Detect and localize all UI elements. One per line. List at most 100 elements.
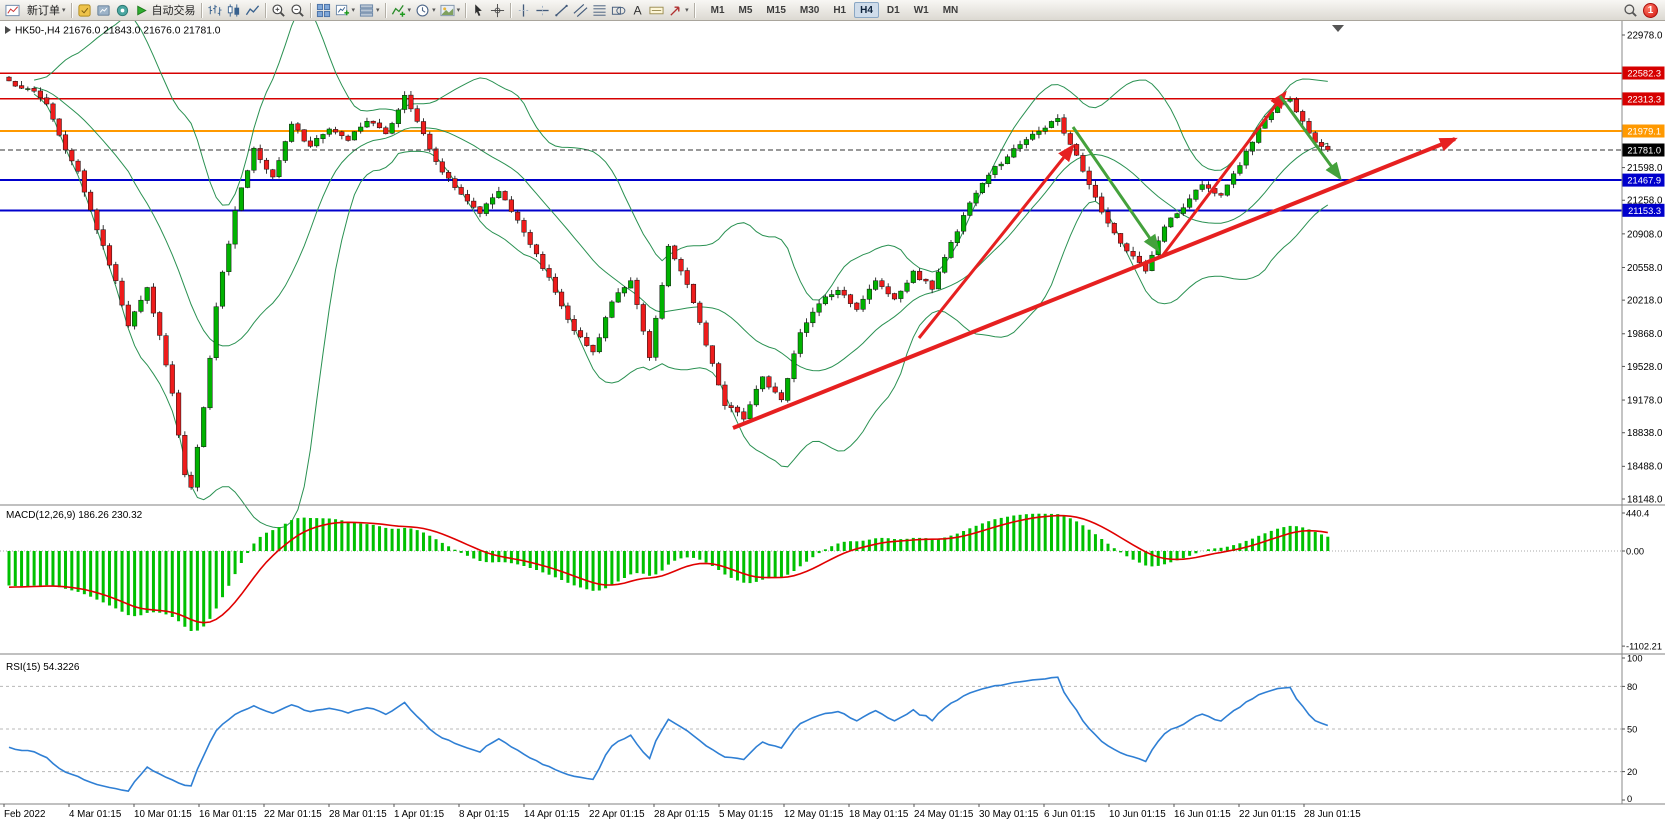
price-tag: 22313.3 [1622,92,1665,106]
price-tick-label: 21258.0 [1627,196,1663,207]
toolbar-separator [384,2,386,18]
svg-text:22582.3: 22582.3 [1627,69,1661,79]
auto-trading-button[interactable]: 自动交易 [132,1,198,19]
trend-arrow [732,137,1458,430]
arrow-tools-icon [668,3,683,18]
indicators-icon[interactable]: ▾ [389,1,414,19]
channel-icon[interactable] [571,1,590,19]
time-tick-label: 28 Apr 01:15 [654,809,710,820]
trend-arrow [1161,90,1287,256]
timeframe-H1[interactable]: H1 [833,5,847,16]
search-icon[interactable] [1623,3,1638,18]
horizontal-line-icon[interactable] [533,1,552,19]
price-axis[interactable]: 22978.0 21598.0 21258.0 20908.0 20558.0 20218… [1621,21,1665,804]
bar-chart-icon[interactable] [205,1,224,19]
time-tick-label: 1 Apr 01:15 [394,809,445,820]
toolbar: 新订单 ▾ 自动交易 ▾ ▾ ▾ ▾ ▾ A ▾ M1 M5 M15 M30 H1 H4 D1 W1 MN 1 [0,0,1665,21]
price-tick-label: 20558.0 [1627,263,1663,274]
label-icon [649,3,664,18]
macd-signal-line [8,514,1328,624]
one-click-trading-toggle[interactable] [5,26,11,34]
timeframe-H4[interactable]: H4 [854,2,879,18]
toolbar-separator [200,2,202,18]
templates-icon[interactable]: ▾ [438,1,463,19]
candlestick-chart-icon[interactable] [224,1,243,19]
toolbar-separator [510,2,512,18]
fibonacci-icon[interactable] [590,1,609,19]
price-tag: 21467.9 [1622,173,1665,187]
macd-label: MACD(12,26,9) 186.26 230.32 [6,510,143,521]
vertical-line-icon[interactable] [514,1,533,19]
timeframe-M1[interactable]: M1 [710,5,725,16]
tile-windows-icon[interactable] [314,1,333,19]
trend-arrows[interactable] [732,90,1458,430]
timeframe-M5[interactable]: M5 [738,5,753,16]
timeframe-M30[interactable]: M30 [799,5,820,16]
periods-icon [415,3,430,18]
metaeditor-icon[interactable] [75,1,94,19]
timeframe-MN[interactable]: MN [942,5,959,16]
svg-text:A: A [634,3,643,17]
svg-text:21979.1: 21979.1 [1627,127,1661,137]
time-tick-label: 6 Jun 01:15 [1044,809,1096,820]
time-tick-label: 4 Mar 01:15 [69,809,122,820]
zoom-in-icon[interactable] [269,1,288,19]
line-chart-icon[interactable] [243,1,262,19]
trendline-icon [554,3,569,18]
price-tick-label: 19868.0 [1627,329,1663,340]
time-tick-label: 30 May 01:15 [979,809,1039,820]
profiles-icon[interactable]: ▾ [357,1,382,19]
zoom-out-icon[interactable] [288,1,307,19]
price-chart[interactable]: HK50-,H4 21676.0 21843.0 21676.0 21781.0… [0,4,1665,822]
rsi-panel: RSI(15) 54.3226 [0,662,1622,792]
time-axis[interactable]: Feb 2022 4 Mar 01:15 10 Mar 01:15 16 Mar 01… [3,804,1361,820]
toolbar-separator [264,2,266,18]
arrow-tools-icon[interactable]: ▾ [666,1,691,19]
horizontal-line-icon [535,3,550,18]
chart-window-icon[interactable] [3,1,22,19]
rsi-label: RSI(15) 54.3226 [6,662,80,673]
periods-icon[interactable]: ▾ [413,1,438,19]
timeframe-W1[interactable]: W1 [913,5,929,16]
shapes-icon[interactable] [609,1,628,19]
new-chart-icon[interactable]: ▾ [333,1,358,19]
time-tick-label: 22 Mar 01:15 [264,809,322,820]
time-tick-label: 28 Mar 01:15 [329,809,387,820]
zoom-out-icon [290,3,305,18]
macd-panel: MACD(12,26,9) 186.26 230.32 [0,510,1622,631]
text-icon[interactable]: A [628,1,647,19]
tile-windows-icon [316,3,331,18]
time-tick-label: 14 Apr 01:15 [524,809,580,820]
timeframe-M15[interactable]: M15 [766,5,786,16]
dropdown-caret-icon: ▾ [456,7,461,14]
label-icon[interactable] [647,1,666,19]
price-tag: 22582.3 [1622,66,1665,80]
trendline-icon[interactable] [552,1,571,19]
time-tick-label: 16 Jun 01:15 [1174,809,1231,820]
new-order-button[interactable]: 新订单 ▾ [22,1,68,19]
trend-arrow [917,143,1075,339]
crosshair-icon[interactable] [488,1,507,19]
dropdown-caret-icon: ▾ [351,7,356,14]
timeframe-D1[interactable]: D1 [886,5,900,16]
new-chart-icon [335,3,350,18]
macd-tick-label: 440.4 [1626,508,1649,518]
price-tick-label: 19178.0 [1627,395,1663,406]
signals-icon [115,3,130,18]
market-icon [96,3,111,18]
fibonacci-icon [592,3,607,18]
price-tick-label: 22978.0 [1627,30,1663,41]
cursor-icon[interactable] [469,1,488,19]
cursor-icon [471,3,486,18]
candlesticks [6,76,1331,492]
rsi-tick-label: 20 [1627,767,1637,777]
notification-badge[interactable]: 1 [1643,2,1658,18]
price-tick-label: 18148.0 [1627,494,1663,505]
price-tag: 21153.3 [1622,203,1665,217]
signals-icon[interactable] [113,1,132,19]
time-tick-label: 22 Apr 01:15 [589,809,645,820]
metaeditor-icon [77,3,92,18]
market-icon[interactable] [94,1,113,19]
dropdown-caret-icon: ▾ [685,7,689,14]
